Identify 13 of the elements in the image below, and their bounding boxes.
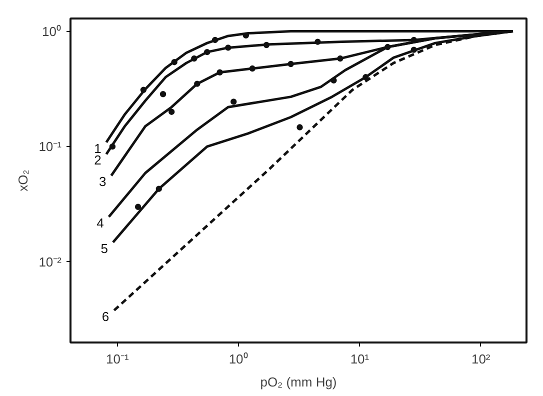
x-tick-label: 10⁻¹ [106,352,130,366]
x-tick-label: 10² [471,352,491,366]
x-tick-label: 10⁰ [228,352,248,366]
y-tick-label: 10⁻² [38,254,62,270]
x-axis-title: pO₂ (mm Hg) [260,374,337,390]
series-label: 5 [100,240,108,256]
series-label: 4 [96,215,104,230]
x-tick-label: 10¹ [350,352,370,366]
y-tick-label: 10⁻¹ [38,139,62,154]
y-tick-label: 10⁰ [42,24,62,39]
series-label: 3 [99,174,106,190]
series-label: 6 [102,308,110,324]
y-axis-title: xO₂ [16,170,31,192]
